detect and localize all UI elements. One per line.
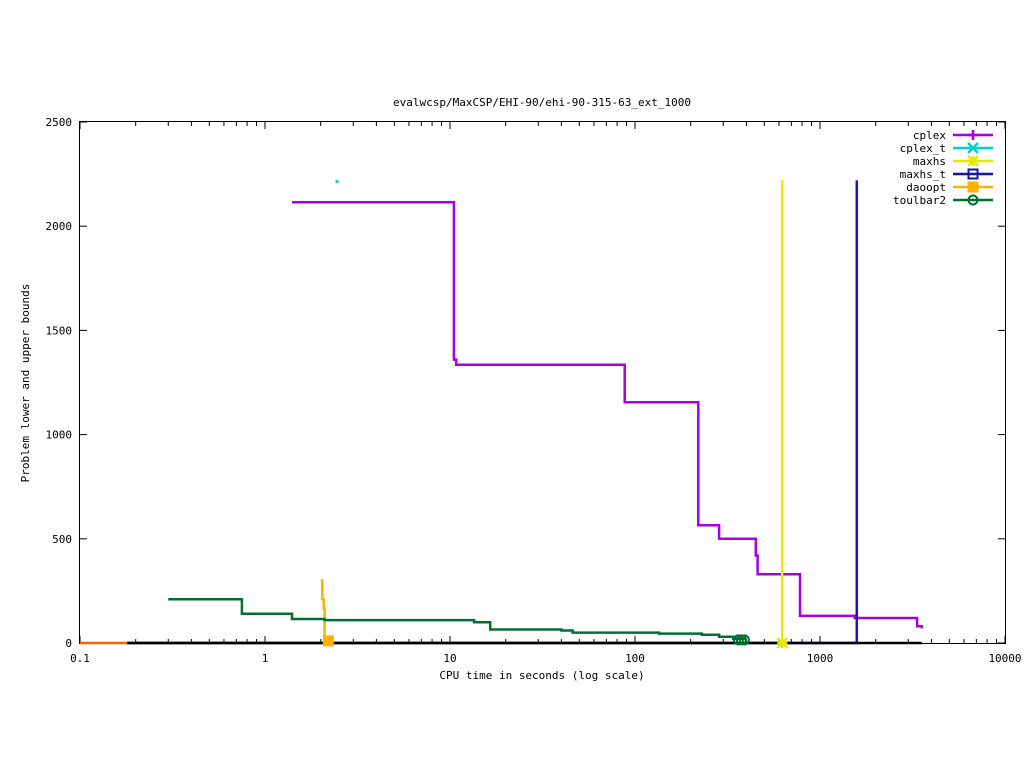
y-tick-label: 1000 (46, 429, 73, 442)
y-tick-label: 500 (52, 533, 72, 546)
series-line-daoopt (320, 579, 330, 641)
series-line-maxhs_t (127, 180, 859, 645)
marker-square (967, 168, 979, 180)
series-line-cplex (292, 200, 924, 629)
x-tick-label: 1000 (807, 652, 834, 665)
marker-star (967, 155, 979, 167)
y-tick-label: 2500 (46, 116, 73, 129)
marker-toulbar2 (738, 634, 750, 646)
legend-label-cplex_t: cplex_t (900, 142, 946, 155)
series-layer (80, 179, 924, 645)
marker-layer (322, 634, 789, 649)
axis-ticks: 0.1 1 10 100 1000 10000 0 500 1000 1500 2000 2500 (46, 116, 1022, 665)
marker-maxhs (776, 637, 789, 649)
x-tick-label: 10 (443, 652, 456, 665)
legend-marker-maxhs (967, 155, 979, 167)
legend-marker-cplex (968, 130, 978, 140)
y-axis-label: Problem lower and upper bounds (19, 284, 32, 483)
legend-marker-cplex_t (967, 142, 979, 154)
x-tick-label: 10000 (988, 652, 1021, 665)
legend-label-maxhs_t: maxhs_t (900, 168, 946, 181)
marker-circle (967, 194, 979, 206)
y-tick-label: 2000 (46, 220, 73, 233)
legend-marker-daoopt (967, 181, 979, 193)
x-tick-label: 1 (262, 652, 269, 665)
legend-label-cplex: cplex (913, 129, 946, 142)
marker-filled-square (967, 181, 979, 193)
marker-daoopt (322, 635, 334, 647)
marker-circle (738, 634, 750, 646)
legend-marker-maxhs_t (967, 168, 979, 180)
marker-filled-square (322, 635, 334, 647)
plot-frame (79, 121, 1006, 644)
legend-label-daoopt: daoopt (906, 181, 946, 194)
legend-label-toulbar2: toulbar2 (893, 194, 946, 207)
y-tick-label: 1500 (46, 324, 73, 337)
x-tick-label: 0.1 (70, 652, 90, 665)
legend-label-maxhs: maxhs (913, 155, 946, 168)
marker-plus (968, 130, 978, 140)
marker-star (776, 637, 789, 649)
x-tick-label: 100 (625, 652, 645, 665)
chart-title: evalwcsp/MaxCSP/EHI-90/ehi-90-315-63_ext… (393, 96, 691, 109)
series-point-cplex_t (335, 179, 339, 183)
x-axis-label: CPU time in seconds (log scale) (439, 669, 644, 682)
y-tick-label: 0 (65, 637, 72, 650)
marker-x (967, 142, 979, 154)
legend-marker-toulbar2 (967, 194, 979, 206)
series-line-toulbar2 (168, 597, 746, 641)
